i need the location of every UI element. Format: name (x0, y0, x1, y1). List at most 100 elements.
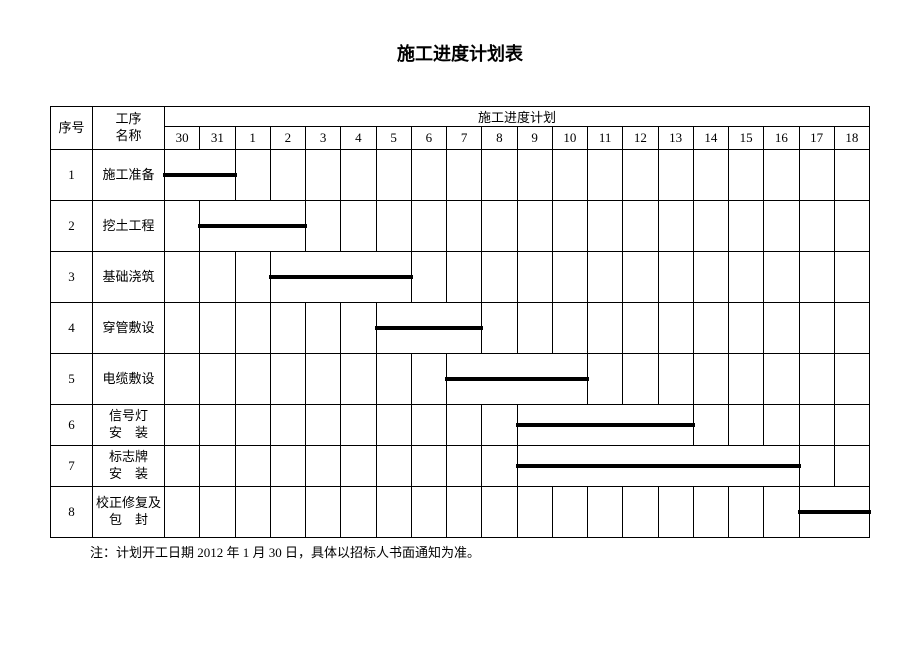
gantt-bar (269, 275, 413, 279)
gantt-bar-cell (270, 252, 411, 303)
gantt-empty-cell (834, 150, 869, 201)
gantt-empty-cell (411, 446, 446, 487)
gantt-empty-cell (165, 487, 200, 538)
gantt-empty-cell (658, 354, 693, 405)
gantt-empty-cell (482, 446, 517, 487)
gantt-empty-cell (693, 303, 728, 354)
header-day: 31 (200, 127, 235, 150)
gantt-empty-cell (517, 303, 552, 354)
header-day: 16 (764, 127, 799, 150)
gantt-empty-cell (270, 446, 305, 487)
gantt-empty-cell (517, 487, 552, 538)
header-day: 11 (588, 127, 623, 150)
gantt-bar-cell (799, 487, 870, 538)
gantt-empty-cell (270, 487, 305, 538)
gantt-empty-cell (799, 354, 834, 405)
gantt-empty-cell (764, 303, 799, 354)
header-days-row: 3031123456789101112131415161718 (51, 127, 870, 150)
gantt-empty-cell (799, 252, 834, 303)
gantt-empty-cell (376, 487, 411, 538)
gantt-bar (516, 464, 801, 468)
gantt-empty-cell (200, 303, 235, 354)
gantt-empty-cell (764, 150, 799, 201)
gantt-empty-cell (200, 354, 235, 405)
gantt-empty-cell (693, 354, 728, 405)
gantt-empty-cell (376, 446, 411, 487)
gantt-empty-cell (588, 487, 623, 538)
header-day: 10 (552, 127, 587, 150)
header-day: 9 (517, 127, 552, 150)
gantt-empty-cell (623, 201, 658, 252)
cell-seq: 7 (51, 446, 93, 487)
gantt-empty-cell (623, 487, 658, 538)
gantt-empty-cell (693, 487, 728, 538)
gantt-empty-cell (588, 252, 623, 303)
gantt-empty-cell (306, 201, 341, 252)
header-day: 1 (235, 127, 270, 150)
cell-seq: 4 (51, 303, 93, 354)
cell-name: 信号灯 安 装 (93, 405, 165, 446)
gantt-empty-cell (200, 487, 235, 538)
header-day: 4 (341, 127, 376, 150)
gantt-empty-cell (411, 150, 446, 201)
gantt-empty-cell (306, 446, 341, 487)
gantt-empty-cell (588, 201, 623, 252)
gantt-empty-cell (729, 150, 764, 201)
gantt-empty-cell (799, 150, 834, 201)
header-day: 13 (658, 127, 693, 150)
gantt-empty-cell (623, 354, 658, 405)
gantt-empty-cell (588, 354, 623, 405)
gantt-empty-cell (658, 303, 693, 354)
gantt-empty-cell (552, 252, 587, 303)
gantt-empty-cell (165, 252, 200, 303)
gantt-empty-cell (482, 150, 517, 201)
gantt-bar-cell (447, 354, 588, 405)
gantt-empty-cell (235, 252, 270, 303)
gantt-empty-cell (834, 405, 869, 446)
gantt-empty-cell (729, 303, 764, 354)
cell-seq: 5 (51, 354, 93, 405)
gantt-empty-cell (623, 150, 658, 201)
gantt-empty-cell (447, 252, 482, 303)
gantt-empty-cell (482, 201, 517, 252)
gantt-empty-cell (306, 150, 341, 201)
table-row: 7标志牌 安 装 (51, 446, 870, 487)
gantt-empty-cell (270, 150, 305, 201)
gantt-empty-cell (517, 252, 552, 303)
gantt-empty-cell (341, 303, 376, 354)
gantt-empty-cell (306, 487, 341, 538)
gantt-empty-cell (799, 446, 834, 487)
gantt-empty-cell (588, 150, 623, 201)
gantt-empty-cell (165, 201, 200, 252)
header-day: 18 (834, 127, 869, 150)
gantt-empty-cell (764, 252, 799, 303)
gantt-empty-cell (764, 487, 799, 538)
gantt-empty-cell (552, 487, 587, 538)
gantt-empty-cell (552, 303, 587, 354)
header-day: 3 (306, 127, 341, 150)
gantt-empty-cell (447, 487, 482, 538)
gantt-empty-cell (376, 354, 411, 405)
cell-name: 穿管敷设 (93, 303, 165, 354)
gantt-empty-cell (623, 252, 658, 303)
table-row: 1施工准备 (51, 150, 870, 201)
gantt-empty-cell (729, 252, 764, 303)
gantt-empty-cell (658, 201, 693, 252)
gantt-empty-cell (270, 354, 305, 405)
gantt-empty-cell (376, 405, 411, 446)
gantt-empty-cell (200, 446, 235, 487)
gantt-empty-cell (693, 405, 728, 446)
gantt-empty-cell (658, 487, 693, 538)
header-name: 工序 名称 (93, 107, 165, 150)
gantt-empty-cell (376, 150, 411, 201)
gantt-empty-cell (693, 150, 728, 201)
table-row: 2挖土工程 (51, 201, 870, 252)
gantt-bar (375, 326, 484, 330)
gantt-bar-cell (376, 303, 482, 354)
gantt-empty-cell (270, 303, 305, 354)
gantt-empty-cell (341, 446, 376, 487)
gantt-empty-cell (834, 354, 869, 405)
gantt-empty-cell (447, 150, 482, 201)
gantt-empty-cell (764, 201, 799, 252)
gantt-empty-cell (165, 446, 200, 487)
